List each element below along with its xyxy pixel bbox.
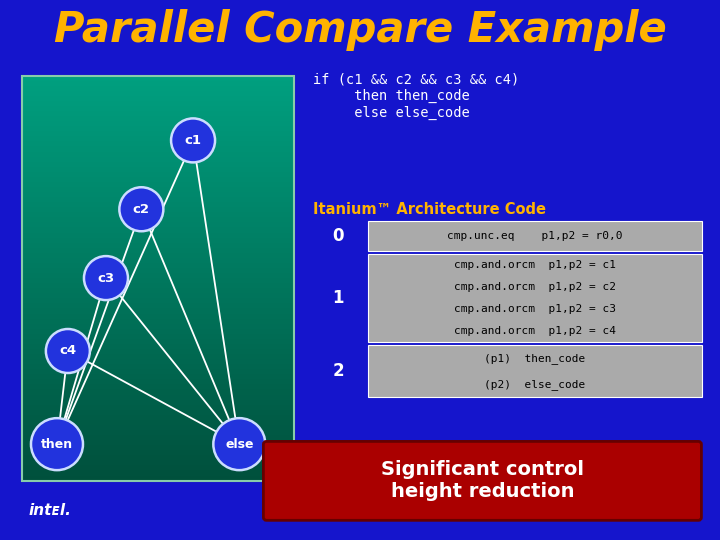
- Bar: [368, 254, 702, 342]
- Bar: [22, 152, 294, 157]
- FancyBboxPatch shape: [264, 441, 701, 521]
- Bar: [22, 121, 294, 126]
- Text: intᴇl.: intᴇl.: [29, 503, 72, 518]
- Bar: [22, 440, 294, 445]
- Bar: [22, 323, 294, 329]
- Text: 0: 0: [333, 227, 344, 245]
- Bar: [22, 359, 294, 364]
- Text: c2: c2: [133, 202, 150, 216]
- Text: 2: 2: [333, 362, 344, 380]
- Bar: [22, 258, 294, 263]
- Bar: [22, 445, 294, 450]
- Text: cmp.and.orcm  p1,p2 = c1: cmp.and.orcm p1,p2 = c1: [454, 260, 616, 271]
- Bar: [22, 273, 294, 278]
- Bar: [22, 319, 294, 323]
- Text: Itanium™ Architecture Code: Itanium™ Architecture Code: [313, 202, 546, 218]
- Bar: [22, 207, 294, 212]
- Bar: [22, 187, 294, 192]
- Bar: [22, 354, 294, 359]
- Bar: [22, 248, 294, 253]
- Circle shape: [84, 256, 128, 300]
- Bar: [22, 233, 294, 238]
- Bar: [22, 111, 294, 116]
- Bar: [22, 288, 294, 293]
- Text: then: then: [41, 437, 73, 451]
- Bar: [22, 96, 294, 101]
- Text: (p1)  then_code: (p1) then_code: [485, 353, 586, 364]
- Bar: [22, 167, 294, 172]
- Text: if (c1 && c2 && c3 && c4)
     then then_code
     else else_code: if (c1 && c2 && c3 && c4) then then_code…: [313, 73, 519, 119]
- Bar: [22, 202, 294, 207]
- Bar: [22, 476, 294, 481]
- Text: cmp.and.orcm  p1,p2 = c3: cmp.and.orcm p1,p2 = c3: [454, 305, 616, 314]
- Bar: [22, 435, 294, 440]
- Bar: [22, 161, 294, 167]
- Bar: [368, 221, 702, 252]
- Bar: [22, 425, 294, 430]
- Bar: [22, 400, 294, 404]
- Bar: [22, 364, 294, 369]
- Circle shape: [213, 418, 266, 470]
- Bar: [22, 217, 294, 222]
- Bar: [22, 379, 294, 384]
- Bar: [22, 141, 294, 146]
- Bar: [22, 395, 294, 400]
- Bar: [22, 80, 294, 86]
- Text: Significant control
height reduction: Significant control height reduction: [381, 461, 584, 501]
- Bar: [22, 369, 294, 374]
- Bar: [22, 430, 294, 435]
- Bar: [22, 420, 294, 425]
- Bar: [22, 146, 294, 152]
- Bar: [22, 227, 294, 233]
- Bar: [22, 334, 294, 339]
- Bar: [22, 339, 294, 344]
- Bar: [22, 126, 294, 131]
- Text: c3: c3: [97, 272, 114, 285]
- Text: (p2)  else_code: (p2) else_code: [485, 379, 586, 390]
- Bar: [22, 344, 294, 349]
- Text: cmp.and.orcm  p1,p2 = c4: cmp.and.orcm p1,p2 = c4: [454, 326, 616, 336]
- Bar: [22, 197, 294, 202]
- Bar: [22, 298, 294, 303]
- Bar: [22, 263, 294, 268]
- Bar: [22, 106, 294, 111]
- Bar: [22, 314, 294, 319]
- Text: c4: c4: [59, 345, 76, 357]
- Text: c1: c1: [184, 134, 202, 147]
- Bar: [22, 91, 294, 96]
- Bar: [22, 222, 294, 227]
- Bar: [22, 76, 294, 80]
- Bar: [22, 242, 294, 248]
- Bar: [22, 253, 294, 258]
- Bar: [22, 182, 294, 187]
- Bar: [22, 460, 294, 465]
- Bar: [22, 450, 294, 455]
- Text: else: else: [225, 437, 253, 451]
- Bar: [22, 384, 294, 389]
- Bar: [22, 455, 294, 460]
- Bar: [22, 268, 294, 273]
- Bar: [22, 308, 294, 314]
- Text: cmp.unc.eq    p1,p2 = r0,0: cmp.unc.eq p1,p2 = r0,0: [447, 232, 623, 241]
- Circle shape: [171, 118, 215, 163]
- Bar: [22, 76, 294, 481]
- Bar: [22, 283, 294, 288]
- Bar: [368, 346, 702, 397]
- Bar: [22, 415, 294, 420]
- Text: Parallel Compare Example: Parallel Compare Example: [53, 9, 667, 51]
- Bar: [22, 303, 294, 308]
- Bar: [22, 470, 294, 476]
- Bar: [22, 192, 294, 197]
- Circle shape: [120, 187, 163, 231]
- Bar: [22, 177, 294, 182]
- Bar: [22, 116, 294, 121]
- Bar: [22, 172, 294, 177]
- Bar: [22, 349, 294, 354]
- Bar: [22, 465, 294, 470]
- Bar: [22, 137, 294, 141]
- Text: cmp.and.orcm  p1,p2 = c2: cmp.and.orcm p1,p2 = c2: [454, 282, 616, 292]
- Bar: [22, 157, 294, 161]
- Bar: [22, 278, 294, 283]
- Bar: [22, 238, 294, 242]
- Bar: [22, 374, 294, 379]
